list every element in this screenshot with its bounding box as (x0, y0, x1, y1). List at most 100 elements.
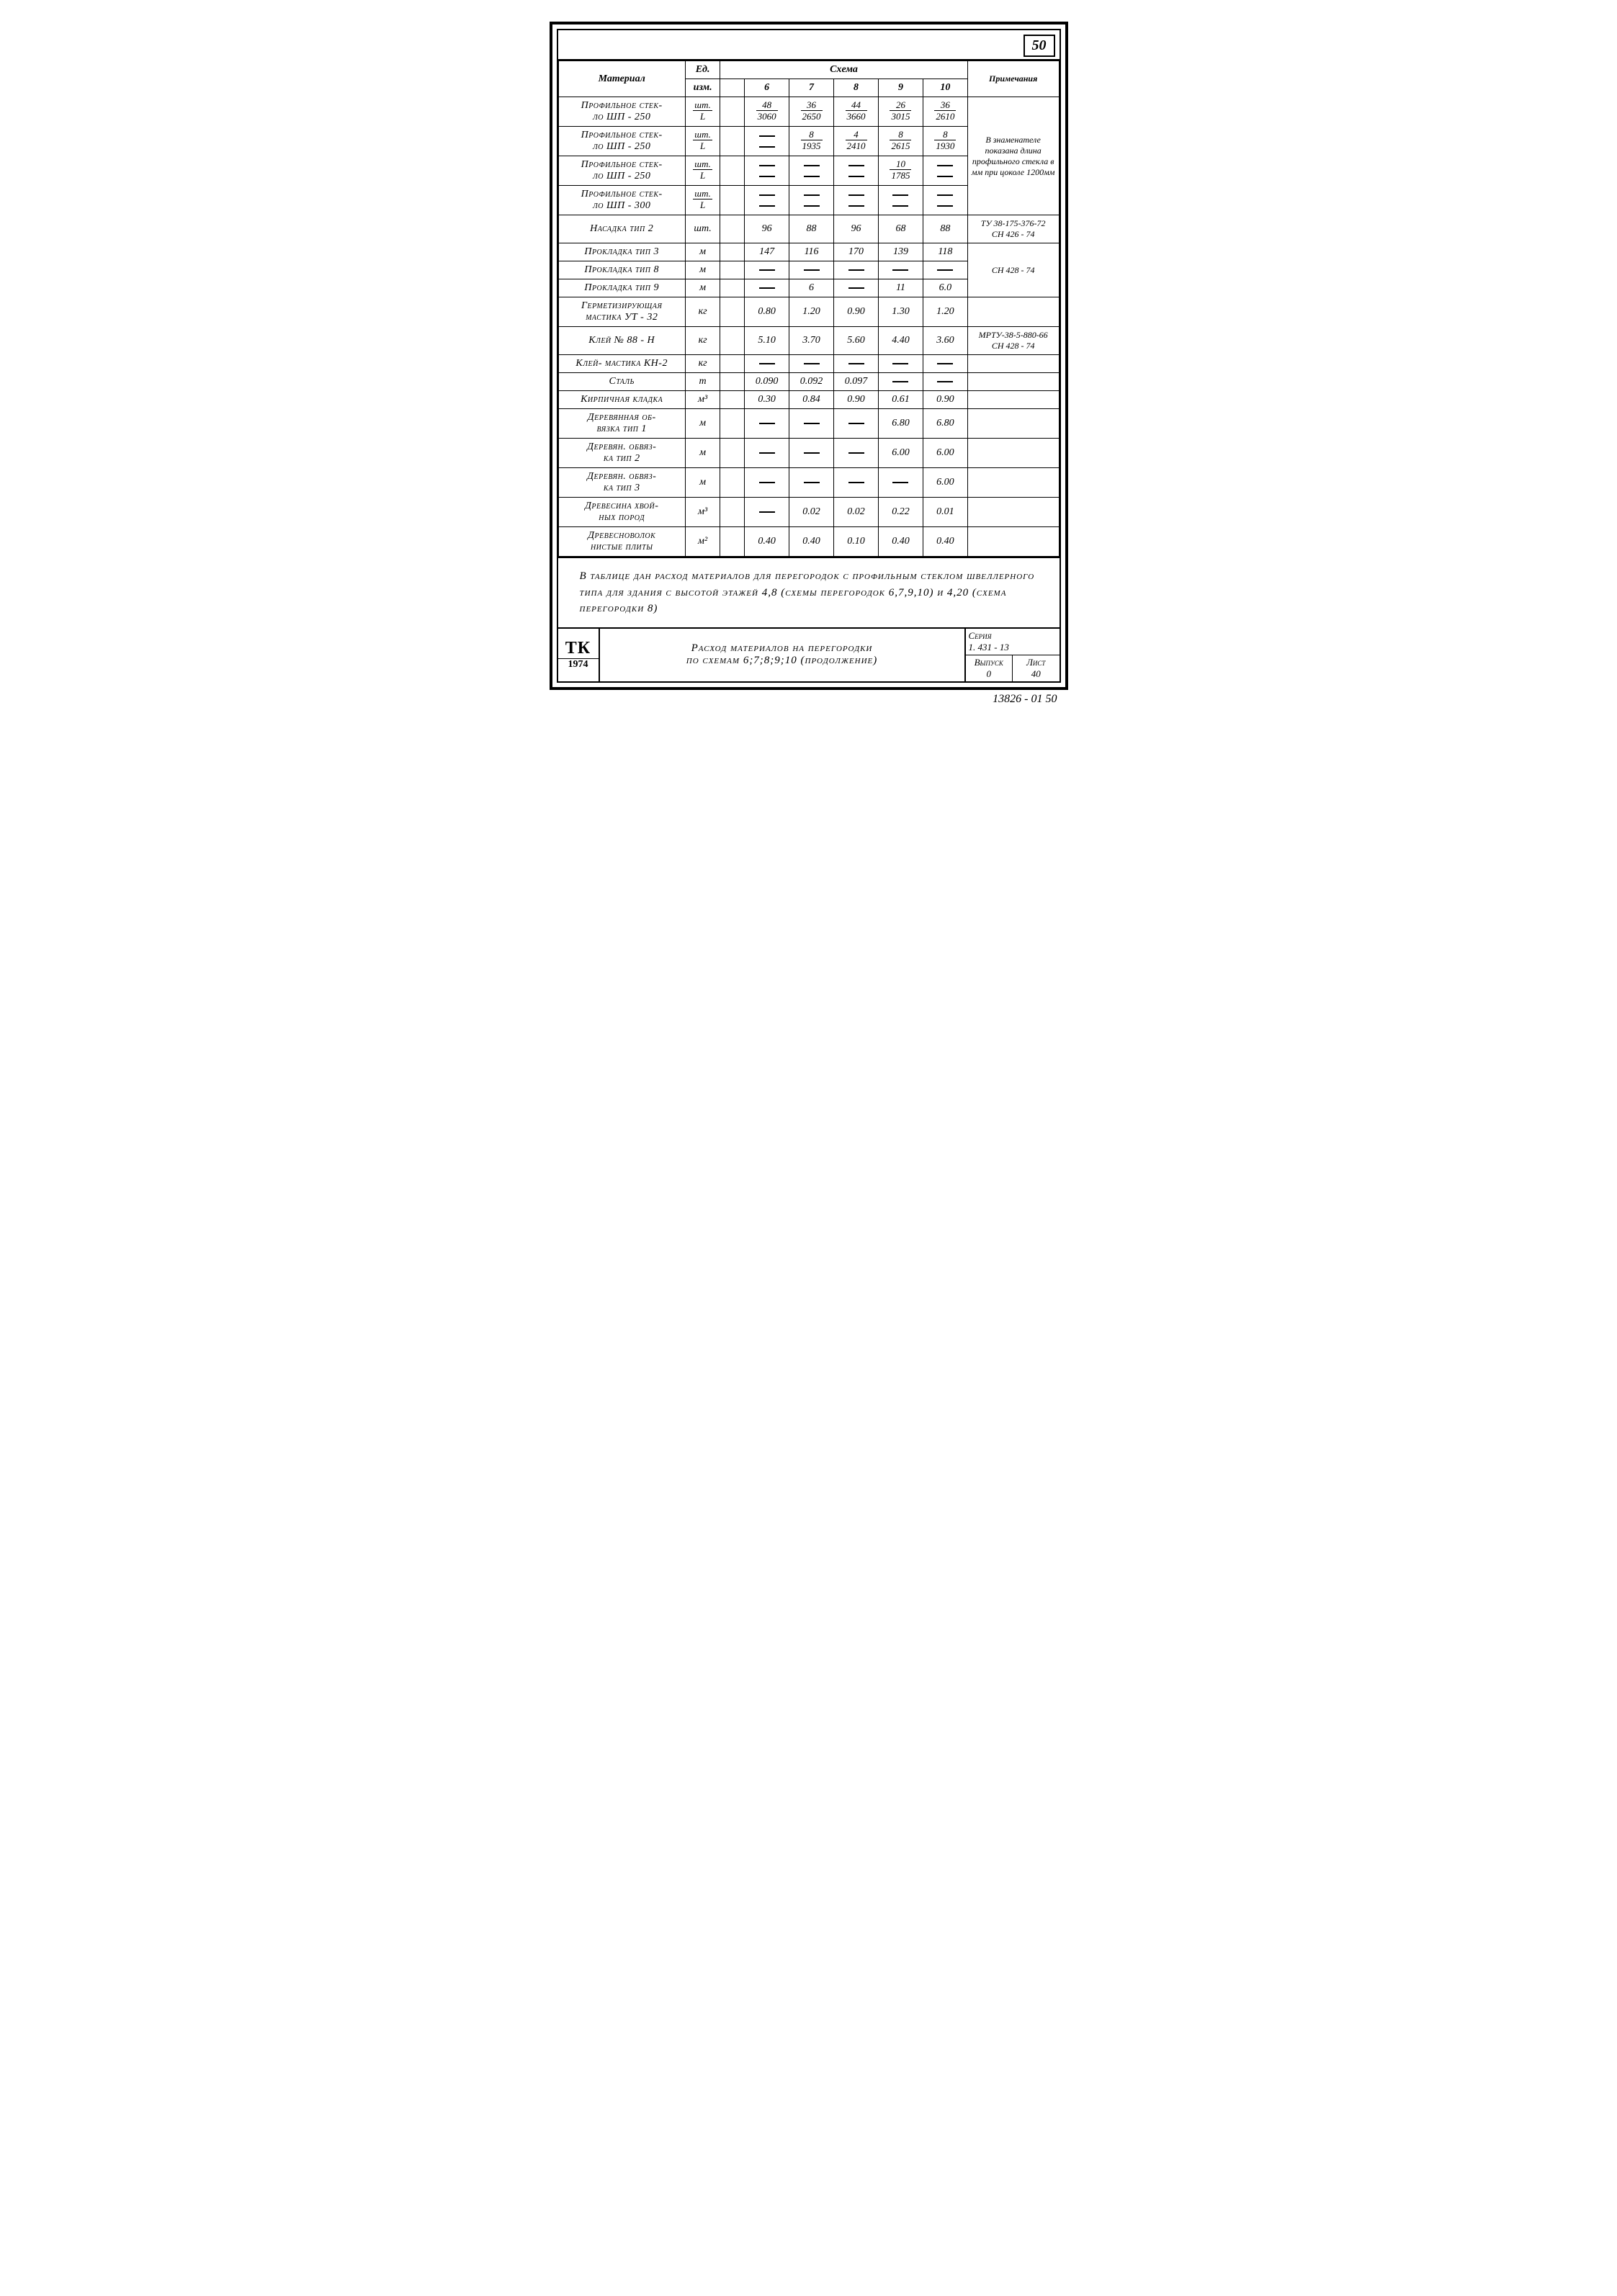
value-cell: 81930 (923, 127, 967, 156)
col-unit-sub: изм. (685, 79, 720, 97)
note-cell (967, 527, 1059, 557)
table-row: Древесина хвой- ных породм³0.020.020.220… (558, 498, 1059, 527)
value-cell: 1.20 (923, 297, 967, 327)
value-cell (923, 373, 967, 391)
material-cell: Прокладка тип 3 (558, 243, 685, 261)
value-cell: 0.40 (923, 527, 967, 557)
material-cell: Прокладка тип 8 (558, 261, 685, 279)
issue-label: Выпуск (975, 657, 1003, 668)
value-cell: 118 (923, 243, 967, 261)
unit-cell: шт. (685, 215, 720, 243)
note-cell (967, 355, 1059, 373)
blank-cell (720, 186, 745, 215)
value-cell: 6.00 (923, 468, 967, 498)
value-cell: 263015 (879, 97, 923, 127)
material-cell: Профильное стек- ло ШП - 250 (558, 97, 685, 127)
value-cell: 0.90 (834, 297, 879, 327)
value-cell (834, 261, 879, 279)
page-frame: 50 Материал Ед. Схема Примечания изм. 6 … (550, 22, 1068, 690)
stamp: ТК 1974 (558, 629, 600, 681)
table-row: Профильное стек- ло ШП - 250шт.L48306036… (558, 97, 1059, 127)
materials-table: Материал Ед. Схема Примечания изм. 6 7 8… (558, 60, 1060, 557)
value-cell: 362650 (789, 97, 834, 127)
value-cell: 0.90 (834, 391, 879, 409)
col-8: 8 (834, 79, 879, 97)
value-cell: 3.60 (923, 327, 967, 355)
blank-cell (720, 327, 745, 355)
value-cell: 6.80 (879, 409, 923, 439)
material-cell: Прокладка тип 9 (558, 279, 685, 297)
value-cell: 0.02 (789, 498, 834, 527)
unit-cell: м (685, 243, 720, 261)
value-cell (745, 127, 789, 156)
unit-cell: м (685, 468, 720, 498)
unit-cell: шт.L (685, 186, 720, 215)
sheet-value: 40 (1031, 668, 1041, 679)
blank-cell (720, 409, 745, 439)
value-cell: 42410 (834, 127, 879, 156)
value-cell: 96 (834, 215, 879, 243)
col-6: 6 (745, 79, 789, 97)
note-cell (967, 297, 1059, 327)
table-row: Герметизирующая мастика УТ - 32кг0.801.2… (558, 297, 1059, 327)
value-cell (834, 186, 879, 215)
col-9: 9 (879, 79, 923, 97)
col-schema: Схема (720, 61, 968, 79)
issue-cell: Выпуск 0 (966, 655, 1013, 681)
title-block: ТК 1974 Расход материалов на перегородки… (558, 627, 1060, 681)
value-cell (789, 468, 834, 498)
table-head: Материал Ед. Схема Примечания изм. 6 7 8… (558, 61, 1059, 97)
blank-cell (720, 355, 745, 373)
note-cell (967, 439, 1059, 468)
table-row: Деревянная об- вязка тип 1м6.806.80 (558, 409, 1059, 439)
unit-cell: шт.L (685, 127, 720, 156)
material-cell: Древесноволок нистые плиты (558, 527, 685, 557)
inner-frame: Материал Ед. Схема Примечания изм. 6 7 8… (557, 29, 1061, 683)
value-cell (745, 468, 789, 498)
value-cell: 483060 (745, 97, 789, 127)
value-cell (789, 439, 834, 468)
value-cell: 0.090 (745, 373, 789, 391)
unit-cell: м³ (685, 498, 720, 527)
value-cell: 362610 (923, 97, 967, 127)
unit-cell: кг (685, 297, 720, 327)
table-row: Древесноволок нистые плитым²0.400.400.10… (558, 527, 1059, 557)
value-cell: 0.40 (879, 527, 923, 557)
note-cell: СН 428 - 74 (967, 243, 1059, 297)
material-cell: Древесина хвой- ных пород (558, 498, 685, 527)
note-cell: В знаменателе показана длина профильного… (967, 97, 1059, 215)
value-cell (745, 439, 789, 468)
series-row: Серия 1. 431 - 13 (966, 629, 1060, 655)
value-cell (834, 355, 879, 373)
value-cell (789, 355, 834, 373)
value-cell: 5.60 (834, 327, 879, 355)
value-cell: 88 (789, 215, 834, 243)
sheet-row: Выпуск 0 Лист 40 (966, 655, 1060, 681)
value-cell: 96 (745, 215, 789, 243)
drawing-title-text: Расход материалов на перегородки по схем… (686, 642, 878, 667)
value-cell: 81935 (789, 127, 834, 156)
value-cell: 5.10 (745, 327, 789, 355)
table-row: Насадка тип 2шт.9688966888ТУ 38-175-376-… (558, 215, 1059, 243)
blank-cell (720, 156, 745, 186)
series-value: 1. 431 - 13 (969, 642, 1009, 653)
value-cell: 68 (879, 215, 923, 243)
unit-cell: м (685, 439, 720, 468)
value-cell (923, 156, 967, 186)
material-cell: Профильное стек- ло ШП - 250 (558, 127, 685, 156)
value-cell: 1.20 (789, 297, 834, 327)
material-cell: Клей № 88 - Н (558, 327, 685, 355)
value-cell (745, 355, 789, 373)
value-cell: 82615 (879, 127, 923, 156)
value-cell: 0.10 (834, 527, 879, 557)
material-cell: Деревянная об- вязка тип 1 (558, 409, 685, 439)
blank-cell (720, 97, 745, 127)
value-cell: 170 (834, 243, 879, 261)
value-cell: 3.70 (789, 327, 834, 355)
table-body: Профильное стек- ло ШП - 250шт.L48306036… (558, 97, 1059, 557)
value-cell: 116 (789, 243, 834, 261)
sheet-cell: Лист 40 (1013, 655, 1060, 681)
value-cell: 139 (879, 243, 923, 261)
note-cell (967, 468, 1059, 498)
value-cell (834, 156, 879, 186)
